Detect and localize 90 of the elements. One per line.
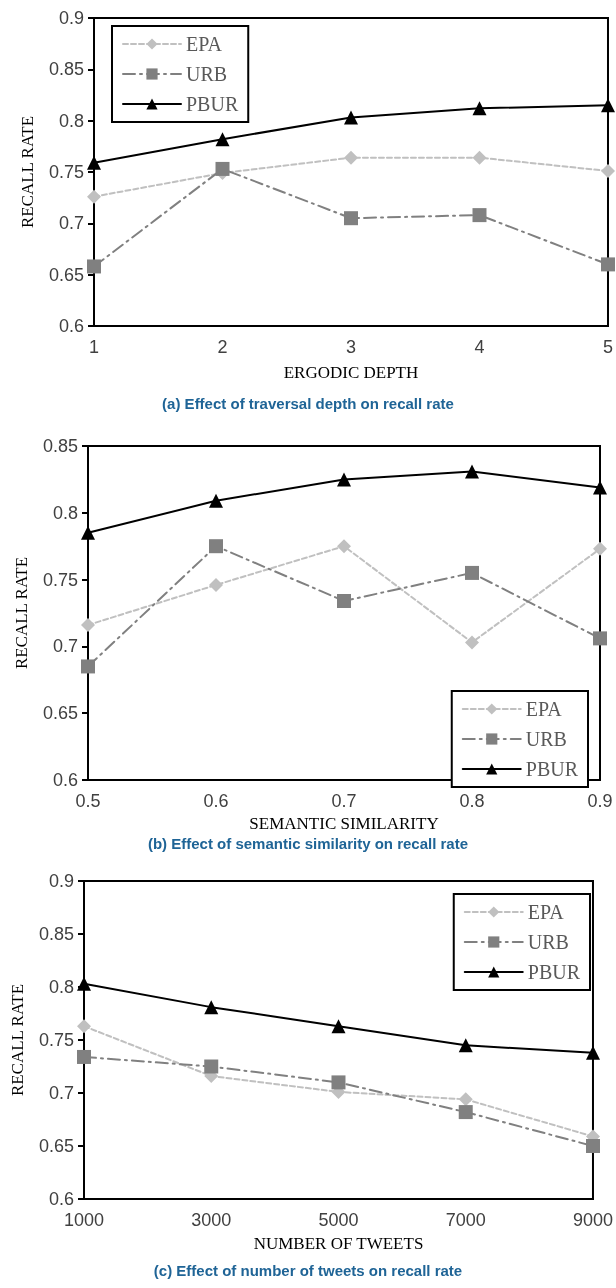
point [209, 493, 223, 508]
point [331, 1075, 346, 1090]
y-tick-label: 0.7 [52, 636, 78, 657]
point [204, 1000, 219, 1015]
point [585, 1139, 600, 1153]
y-tick-label: 0.65 [38, 1136, 74, 1156]
y-tick-label: 0.8 [48, 977, 74, 997]
y-tick-label: 0.65 [48, 264, 84, 285]
point [77, 1049, 91, 1064]
y-tick-label: 0.8 [58, 110, 84, 131]
y-tick-label: 0.6 [52, 770, 78, 790]
y-tick-label: 0.75 [42, 569, 78, 590]
x-axis-title: SEMANTIC SIMILARITY [249, 813, 439, 833]
x-tick-label: 3 [345, 337, 357, 357]
y-tick-label: 0.6 [58, 316, 84, 336]
point [209, 577, 223, 592]
point [87, 259, 101, 274]
point [344, 150, 358, 165]
point [593, 631, 607, 646]
point [593, 480, 607, 495]
point [77, 1019, 91, 1034]
point [593, 541, 607, 556]
y-axis-title: RECALL RATE [12, 556, 31, 670]
y-tick-label: 0.9 [48, 871, 74, 891]
x-tick-label: 5 [602, 337, 613, 357]
point [87, 189, 101, 204]
point [600, 257, 615, 272]
point [337, 472, 351, 487]
y-tick-label: 0.7 [48, 1083, 74, 1103]
x-tick-label: 2 [217, 337, 228, 357]
y-tick-label: 0.65 [42, 703, 78, 724]
point [81, 659, 95, 674]
legend-label: PBUR [525, 758, 579, 780]
y-tick-label: 0.85 [42, 436, 78, 456]
point [81, 618, 95, 633]
y-tick-label: 0.75 [38, 1030, 74, 1050]
y-tick-label: 0.85 [38, 924, 74, 944]
legend-label: EPA [186, 33, 223, 55]
legend-label: PBUR [186, 93, 239, 115]
x-tick-label: 4 [474, 337, 485, 357]
x-tick-label: 0.9 [587, 791, 613, 811]
point [458, 1092, 473, 1107]
text: (c) Effect of number of tweets on recall rate [153, 1262, 463, 1279]
point [215, 132, 230, 147]
y-tick-label: 0.9 [58, 8, 84, 28]
legend-label: PBUR [527, 961, 581, 983]
point [337, 539, 351, 554]
x-axis-title: ERGODIC DEPTH [283, 363, 419, 382]
y-axis-title: RECALL RATE [8, 983, 27, 1097]
legend-label: EPA [525, 698, 563, 720]
y-tick-label: 0.8 [52, 502, 78, 523]
legend-label: URB [527, 931, 569, 953]
x-tick-label: 9000 [572, 1210, 613, 1230]
point [465, 565, 479, 580]
point [458, 1105, 473, 1120]
point [472, 101, 487, 116]
point [337, 593, 351, 608]
legend-label: URB [525, 728, 567, 750]
x-tick-label: 0.5 [75, 791, 101, 811]
point [458, 1038, 473, 1053]
text: (b) Effect of semantic similarity on recall rate [147, 835, 469, 852]
x-tick-label: 0.8 [459, 791, 485, 811]
point [209, 539, 223, 554]
x-tick-label: 0.7 [331, 791, 357, 811]
y-tick-label: 0.75 [48, 162, 84, 182]
legend-label: EPA [527, 901, 565, 923]
point [600, 98, 615, 113]
x-tick-label: 0.6 [203, 791, 229, 811]
x-tick-label: 1000 [63, 1210, 105, 1230]
x-tick-label: 1 [88, 337, 100, 357]
point [344, 211, 358, 226]
x-tick-label: 5000 [318, 1210, 359, 1230]
legend-label: URB [186, 63, 228, 85]
point [215, 161, 230, 176]
point [600, 163, 615, 178]
x-tick-label: 7000 [445, 1210, 486, 1230]
x-axis-title: NUMBER OF TWEETS [253, 1234, 424, 1253]
text: (a) Effect of traversal depth on recall rate [162, 395, 454, 412]
point [465, 464, 479, 479]
y-tick-label: 0.7 [58, 213, 84, 234]
point [204, 1059, 219, 1074]
y-axis-title: RECALL RATE [18, 115, 37, 229]
y-tick-label: 0.6 [48, 1189, 74, 1209]
point [465, 635, 479, 650]
point [472, 208, 487, 223]
point [344, 110, 358, 125]
point [331, 1019, 346, 1034]
y-tick-label: 0.85 [48, 59, 84, 80]
point [472, 150, 487, 165]
x-tick-label: 3000 [191, 1210, 232, 1230]
